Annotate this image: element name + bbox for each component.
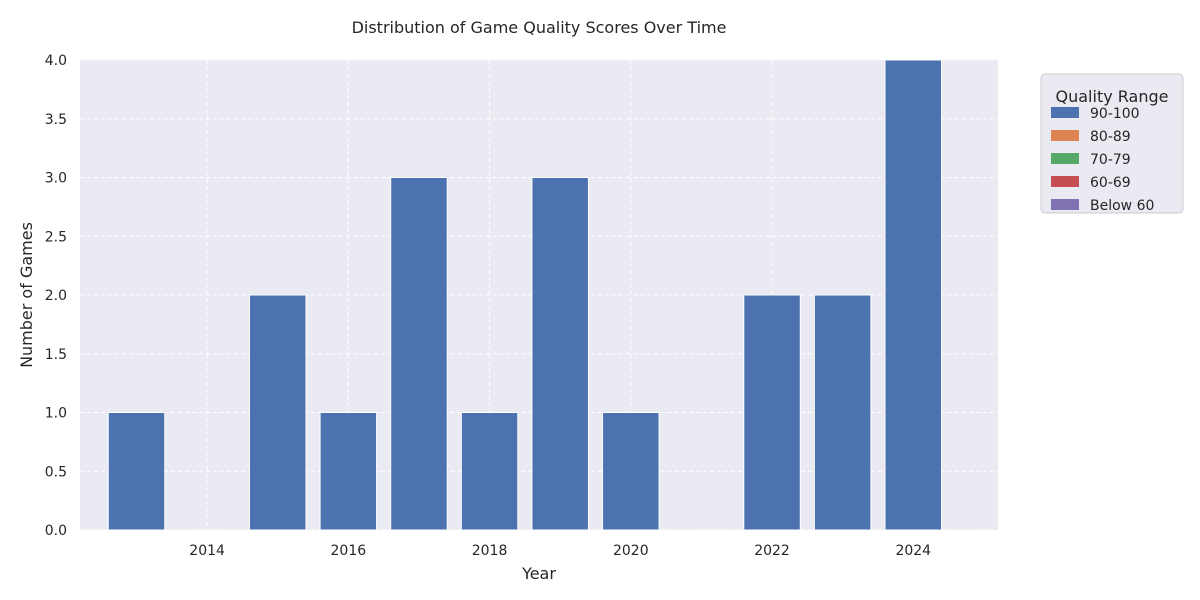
legend-items: 90-100 80-89 70-79 60-69 Below 60: [1051, 106, 1154, 214]
y-tick-labels: 0.0 0.5 1.0 1.5 2.0 2.5 3.0 3.5 4.0: [45, 53, 67, 539]
bar-90-100-2022: [743, 294, 801, 531]
x-tick-label: 2020: [613, 543, 649, 559]
legend-label: 80-89: [1090, 129, 1131, 145]
y-axis-label: Number of Games: [17, 222, 36, 368]
bar-90-100-2019: [531, 177, 589, 531]
bar-90-100-2017: [390, 177, 448, 531]
legend-swatch: [1051, 130, 1079, 141]
y-tick-label: 4.0: [45, 53, 67, 69]
legend-label: 70-79: [1090, 152, 1131, 168]
x-tick-label: 2024: [895, 543, 931, 559]
y-tick-label: 2.5: [45, 229, 67, 245]
y-tick-label: 3.0: [45, 171, 67, 187]
y-tick-label: 3.5: [45, 112, 67, 128]
y-tick-label: 1.0: [45, 406, 67, 422]
x-tick-label: 2018: [472, 543, 508, 559]
bar-90-100-2016: [319, 412, 378, 531]
bar-90-100-2023: [813, 294, 872, 531]
x-tick-labels: 2014 2016 2018 2020 2022 2024: [189, 543, 931, 559]
legend-swatch: [1051, 153, 1079, 164]
bar-90-100-2013: [107, 412, 166, 531]
legend: Quality Range 90-100 80-89 70-79 60-69 Below…: [1040, 73, 1184, 214]
legend-label: 90-100: [1090, 106, 1140, 122]
x-tick-label: 2022: [754, 543, 790, 559]
chart-title: Distribution of Game Quality Scores Over…: [352, 18, 727, 37]
bar-90-100-2020: [602, 412, 660, 531]
y-tick-label: 2.0: [45, 288, 67, 304]
legend-swatch: [1051, 199, 1079, 210]
legend-swatch: [1051, 107, 1079, 118]
y-tick-label: 0.0: [45, 523, 67, 539]
x-axis-label: Year: [521, 564, 556, 583]
x-tick-label: 2014: [189, 543, 225, 559]
legend-title: Quality Range: [1056, 87, 1169, 106]
legend-label: Below 60: [1090, 198, 1154, 214]
bar-90-100-2024: [884, 59, 943, 531]
x-tick-label: 2016: [331, 543, 367, 559]
bar-90-100-2015: [248, 294, 307, 531]
bars: [107, 59, 943, 531]
y-tick-label: 1.5: [45, 347, 67, 363]
bar-90-100-2018: [460, 412, 519, 531]
legend-label: 60-69: [1090, 175, 1131, 191]
y-tick-label: 0.5: [45, 464, 67, 480]
legend-swatch: [1051, 176, 1079, 187]
